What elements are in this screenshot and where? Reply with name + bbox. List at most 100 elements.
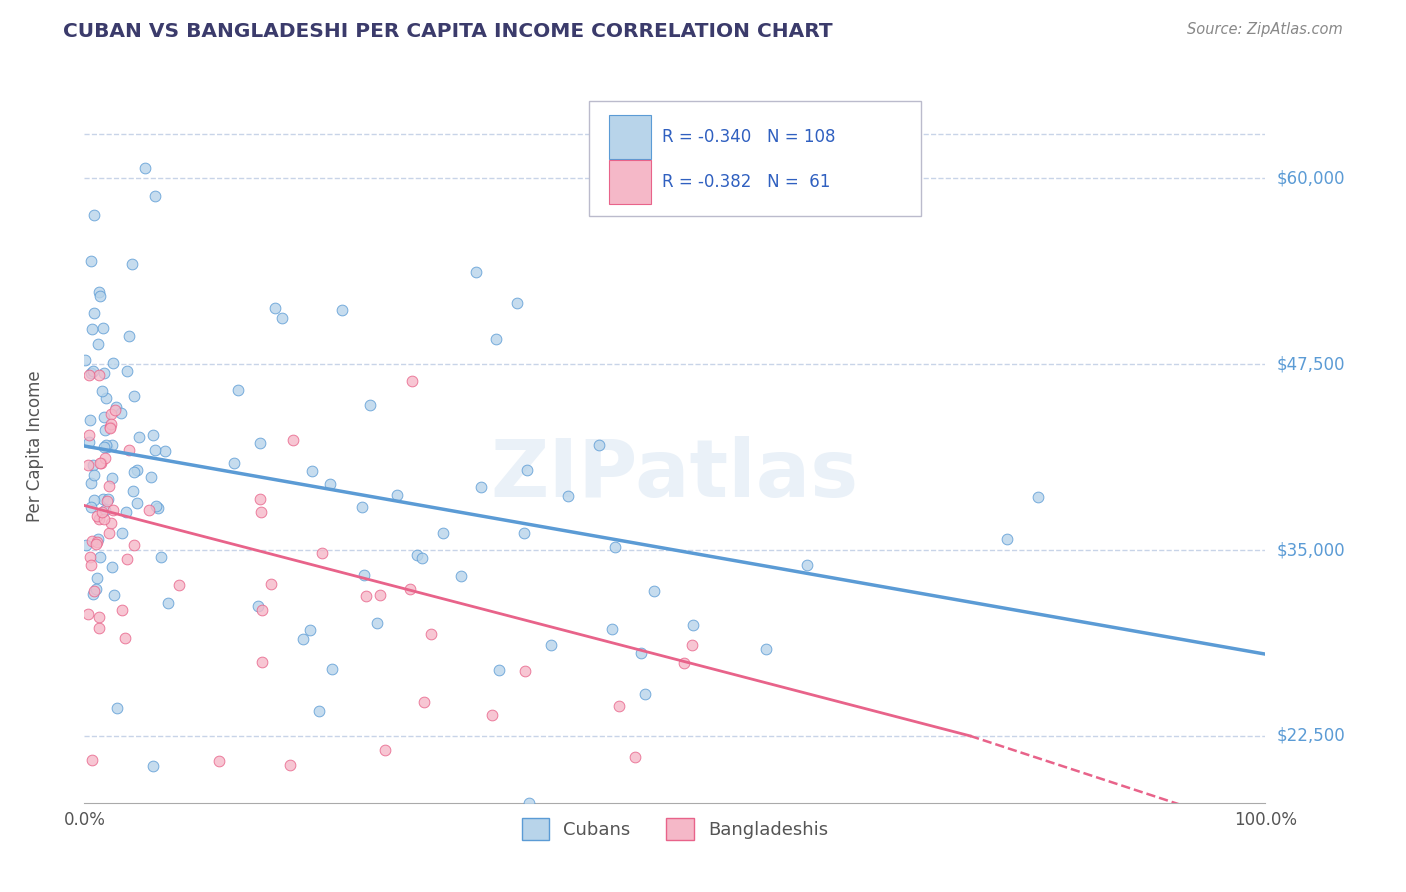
Point <box>281 433 304 447</box>
Point <box>90 384 112 398</box>
Point <box>86 582 108 597</box>
Point <box>87 368 110 383</box>
Point <box>87 512 110 526</box>
Point <box>77 428 100 442</box>
Point <box>470 480 492 494</box>
Point <box>101 560 124 574</box>
Point <box>76 458 98 472</box>
Point <box>311 546 333 560</box>
Point <box>104 402 127 417</box>
Point <box>260 577 283 591</box>
Point <box>385 488 408 502</box>
Point <box>796 558 818 573</box>
Point <box>80 366 103 380</box>
Point <box>104 400 127 414</box>
Point <box>222 456 245 470</box>
Point <box>87 337 110 351</box>
Point <box>207 754 229 768</box>
Point <box>330 303 353 318</box>
Point <box>517 796 540 810</box>
Point <box>124 466 146 480</box>
Point <box>143 442 166 457</box>
Point <box>515 664 537 678</box>
Point <box>115 505 138 519</box>
Point <box>87 610 110 624</box>
Point <box>271 311 294 326</box>
Point <box>411 550 433 565</box>
Text: R = -0.340   N = 108: R = -0.340 N = 108 <box>662 128 835 146</box>
Point <box>624 750 647 764</box>
Point <box>401 374 423 388</box>
Point <box>115 551 138 566</box>
Point <box>359 398 381 412</box>
Point <box>432 526 454 541</box>
Point <box>169 578 191 592</box>
Point <box>82 458 104 472</box>
Point <box>319 477 342 491</box>
Point <box>249 491 271 506</box>
Point <box>100 516 122 531</box>
Point <box>374 743 396 757</box>
Point <box>83 467 105 482</box>
Point <box>450 569 472 583</box>
Point <box>321 662 343 676</box>
Point <box>77 368 100 383</box>
Point <box>90 505 112 519</box>
FancyBboxPatch shape <box>609 115 651 159</box>
Point <box>93 366 115 380</box>
Point <box>1028 490 1050 504</box>
Point <box>250 505 273 519</box>
Point <box>643 584 665 599</box>
Point <box>228 384 250 398</box>
Point <box>79 549 101 564</box>
FancyBboxPatch shape <box>589 102 921 216</box>
Point <box>250 655 273 669</box>
Point <box>90 456 112 470</box>
Point <box>89 550 111 565</box>
Point <box>128 430 150 444</box>
Point <box>82 587 104 601</box>
Point <box>98 420 121 434</box>
Text: $35,000: $35,000 <box>1277 541 1346 559</box>
Point <box>485 332 508 346</box>
Point <box>413 695 436 709</box>
Text: ZIPatlas: ZIPatlas <box>491 435 859 514</box>
Point <box>94 424 117 438</box>
Point <box>634 687 657 701</box>
Point <box>80 322 103 336</box>
Point <box>157 596 180 610</box>
Point <box>145 189 167 203</box>
Point <box>419 626 441 640</box>
Point <box>94 451 117 466</box>
Point <box>97 526 120 541</box>
Point <box>75 538 97 552</box>
Point <box>91 491 114 506</box>
Point <box>398 582 420 596</box>
Point <box>77 607 100 621</box>
Point <box>93 321 115 335</box>
Point <box>97 491 120 506</box>
Point <box>80 558 103 573</box>
Point <box>94 391 117 405</box>
Point <box>488 663 510 677</box>
Point <box>89 285 111 299</box>
Point <box>86 534 108 549</box>
Point <box>86 508 108 523</box>
Point <box>481 707 503 722</box>
Text: R = -0.382   N =  61: R = -0.382 N = 61 <box>662 173 831 191</box>
Point <box>150 549 173 564</box>
Point <box>148 500 170 515</box>
Point <box>540 638 562 652</box>
Point <box>101 503 124 517</box>
Point <box>609 699 631 714</box>
Point <box>353 568 375 582</box>
Point <box>80 476 103 491</box>
Point <box>83 493 105 508</box>
Point <box>142 428 165 442</box>
Point <box>93 410 115 425</box>
Point <box>682 618 704 632</box>
Point <box>111 526 134 541</box>
Point <box>335 811 357 825</box>
Point <box>465 265 488 279</box>
Text: $47,500: $47,500 <box>1277 355 1346 373</box>
